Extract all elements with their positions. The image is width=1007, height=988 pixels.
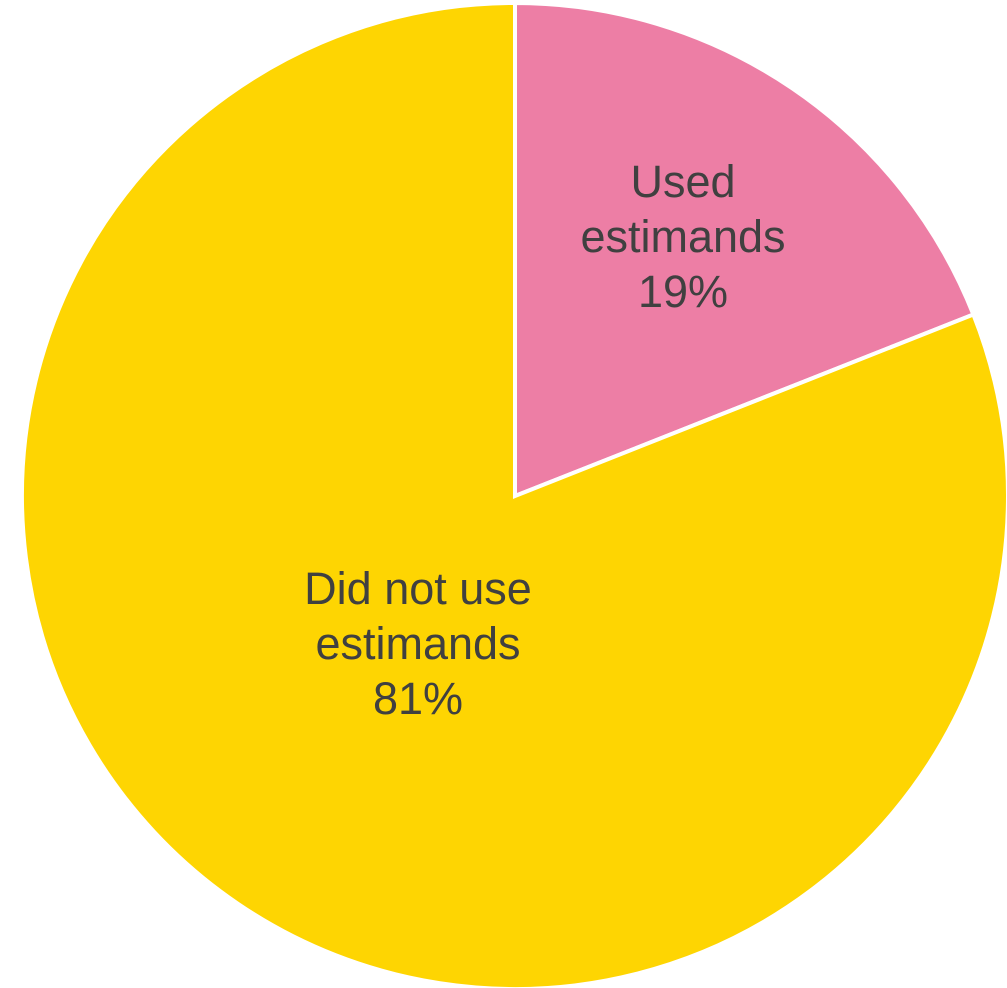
slice-label-line-1-1: estimands (315, 618, 520, 669)
slice-label-line-0-0: Used (630, 156, 735, 207)
pie-slices (20, 0, 1007, 988)
slice-percent-label-0: 19% (638, 266, 728, 317)
pie-slice-0 (513, 0, 976, 499)
pie-slice-1 (20, 0, 1007, 988)
slice-label-line-0-1: estimands (580, 211, 785, 262)
slice-percent-label-1: 81% (373, 673, 463, 724)
slice-label-line-1-0: Did not use (304, 563, 532, 614)
